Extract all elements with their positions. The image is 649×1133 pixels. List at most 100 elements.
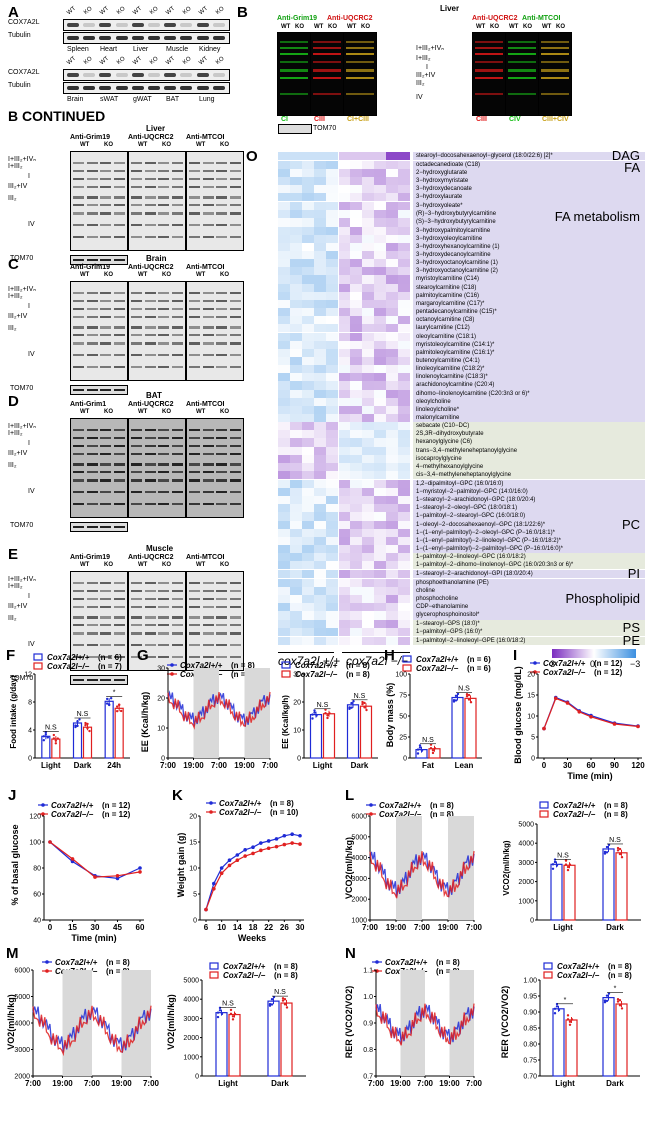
blot-band bbox=[202, 212, 214, 215]
l-x-tick-label: 19:00 bbox=[438, 923, 459, 932]
f-dot bbox=[109, 696, 113, 700]
k-legend-genotype: Cox7a2l−/− bbox=[219, 808, 262, 817]
b-band-label: I bbox=[426, 64, 428, 71]
blot-band bbox=[216, 503, 227, 505]
blot-band bbox=[144, 590, 156, 592]
heatmap-cell bbox=[362, 637, 374, 646]
g-bar-bar bbox=[346, 704, 360, 759]
blot-band bbox=[131, 644, 142, 646]
blot-band bbox=[229, 598, 241, 600]
k-point bbox=[235, 853, 240, 857]
f-dot bbox=[78, 718, 81, 721]
a-top-band bbox=[115, 23, 128, 27]
heatmap-cell bbox=[362, 586, 374, 596]
h-dot bbox=[431, 749, 435, 752]
heatmap-cell bbox=[338, 299, 350, 309]
heatmap-cell bbox=[302, 462, 314, 472]
blot-band-label: IV bbox=[28, 641, 35, 648]
blot-band bbox=[216, 204, 227, 206]
blot-band bbox=[229, 590, 241, 592]
n-bar-annotation: * bbox=[564, 997, 567, 1004]
k-point bbox=[298, 833, 302, 838]
heatmap-cell bbox=[374, 381, 386, 390]
heatmap-cell bbox=[338, 373, 350, 382]
heatmap-cell bbox=[314, 561, 326, 570]
a-bottom-row-label: Tubulin bbox=[8, 82, 31, 89]
heatmap-cell bbox=[350, 438, 362, 447]
blot-band bbox=[171, 616, 183, 619]
f-dot bbox=[52, 733, 56, 737]
heatmap-cell bbox=[362, 210, 374, 219]
g-series-line bbox=[167, 691, 271, 730]
heatmap-cell bbox=[290, 479, 302, 488]
i-point bbox=[565, 701, 570, 705]
b-left-gel-band bbox=[280, 93, 308, 95]
panel-b-label: B bbox=[237, 4, 248, 21]
n-bar-dot bbox=[607, 992, 611, 995]
k-y-tick-label: 20 bbox=[189, 814, 197, 821]
blot-band bbox=[131, 503, 142, 505]
m-y-tick-label: 5000 bbox=[14, 994, 30, 1001]
blot-band bbox=[216, 437, 227, 439]
heatmap-cell bbox=[302, 193, 314, 202]
a-bottom-row-label: COX7A2L bbox=[8, 69, 40, 76]
heatmap-cell bbox=[374, 234, 386, 243]
n-bar-legend-genotype: Cox7a2l−/− bbox=[557, 971, 600, 980]
k-x-tick-label: 26 bbox=[280, 923, 289, 932]
heatmap-cell bbox=[278, 512, 290, 521]
l-bar-dot bbox=[603, 850, 607, 854]
heatmap-cell bbox=[302, 520, 314, 529]
heatmap-cell bbox=[362, 348, 374, 357]
m-legend-swatch-dot bbox=[45, 969, 49, 973]
blot-band bbox=[144, 616, 156, 619]
blot-band bbox=[229, 178, 241, 180]
metabolite-label: 1−(1−enyl−palmitoyl)−2−linoleoyl−GPC (P−… bbox=[416, 537, 561, 544]
a-bottom-genotype: WT bbox=[132, 55, 144, 67]
heatmap-cell bbox=[278, 259, 290, 268]
l-bar-dot bbox=[605, 851, 609, 854]
heatmap-cell bbox=[338, 316, 350, 325]
n-dark-phase bbox=[400, 970, 425, 1076]
f-annotation: N.S bbox=[77, 711, 89, 718]
heatmap-cell bbox=[278, 210, 290, 219]
blot-band bbox=[202, 503, 214, 505]
blot-band bbox=[189, 445, 200, 447]
blot-band bbox=[73, 366, 84, 368]
blot-band-label: I+III₂+IVₙ bbox=[8, 576, 37, 583]
blot-tom70-band bbox=[113, 679, 125, 681]
h-annotation: N.S bbox=[458, 686, 470, 693]
heatmap-cell bbox=[386, 234, 398, 243]
blot-band-label: I bbox=[28, 173, 30, 180]
heatmap-cell bbox=[398, 570, 410, 579]
blot-antibody: Anti-MTCOI bbox=[186, 134, 225, 141]
heatmap-cell bbox=[386, 340, 398, 349]
g-bar-y-tick-label: 20 bbox=[293, 700, 301, 707]
a-bottom-tissue: Lung bbox=[199, 96, 215, 103]
heatmap-cell bbox=[374, 348, 386, 357]
k-point bbox=[274, 844, 279, 849]
heatmap-cell bbox=[386, 446, 398, 455]
blot-band bbox=[189, 582, 200, 584]
blot-band bbox=[171, 300, 183, 302]
heatmap-cell bbox=[350, 570, 362, 579]
heatmap-cell bbox=[362, 291, 374, 300]
heatmap-cell bbox=[326, 308, 338, 317]
blot-band bbox=[216, 656, 227, 658]
k-point bbox=[235, 858, 240, 862]
heatmap-cell bbox=[314, 340, 326, 349]
k-x-tick-label: 10 bbox=[217, 923, 226, 932]
heatmap-cell bbox=[338, 168, 350, 178]
metabolite-label: phosphoethanolamine (PE) bbox=[416, 579, 489, 586]
n-bar-bar bbox=[602, 996, 615, 1077]
blot-band bbox=[189, 632, 200, 635]
metabolite-label: 3−hydroxypalmitoylcarnitine bbox=[416, 227, 491, 234]
blot-band bbox=[144, 366, 156, 368]
heatmap-group-divider bbox=[278, 645, 645, 647]
g-dark-phase bbox=[193, 668, 219, 758]
f-dot bbox=[54, 739, 58, 742]
heatmap-cell bbox=[398, 620, 410, 629]
heatmap-cell bbox=[338, 462, 350, 472]
blot-band bbox=[86, 170, 98, 172]
l-bar-y-tick-label: 5000 bbox=[518, 822, 534, 829]
metabolite-label: (R)−3−hydroxybutyrylcarnitine bbox=[416, 211, 497, 218]
